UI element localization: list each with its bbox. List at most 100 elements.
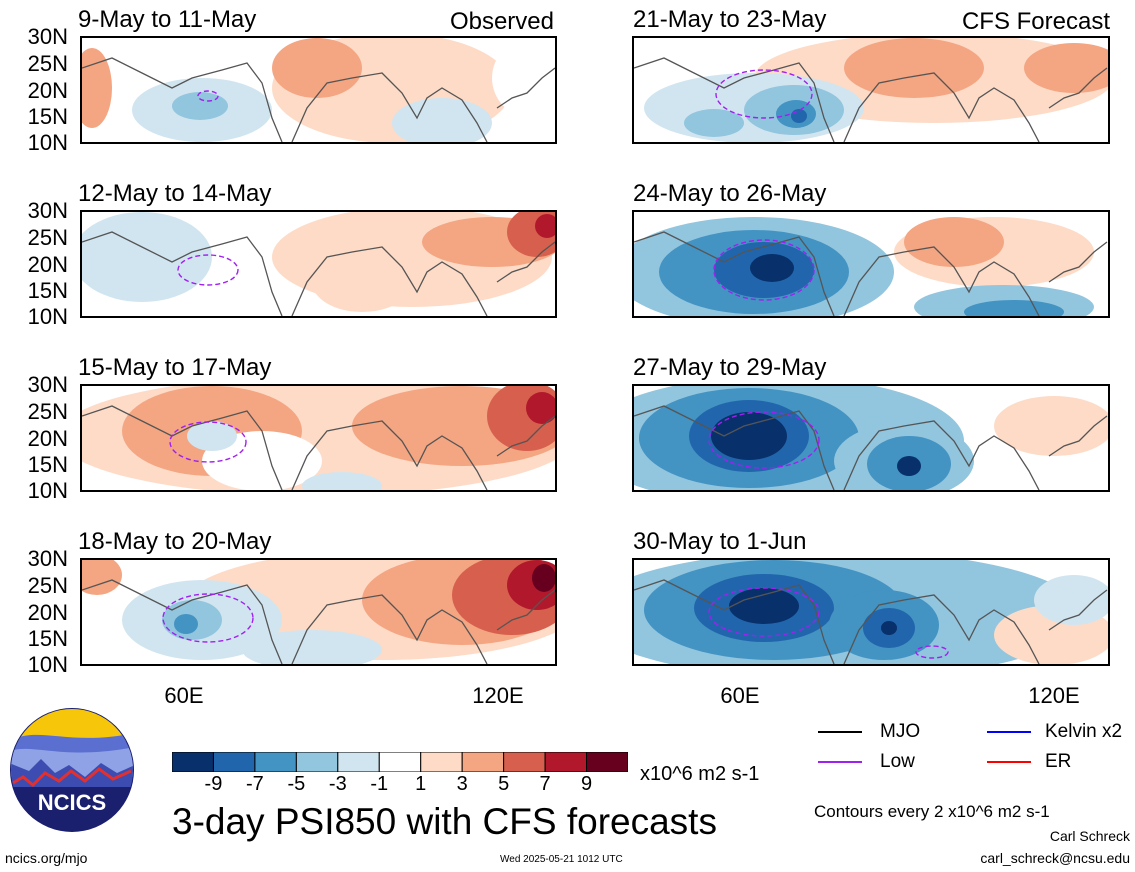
footer-email: carl_schreck@ncsu.edu [980,850,1130,866]
lon-label: 60E [164,683,204,708]
anomaly-field [532,564,555,592]
low-contour [708,587,820,637]
coastline [634,579,1108,664]
lat-label: 20N [27,600,68,625]
coastline [82,579,555,664]
legend-swatch-er [987,761,1031,763]
colorbar-tick-label: -3 [328,773,347,795]
logo-text: NCICS [38,790,106,815]
map-fc2 [632,210,1110,318]
low-contour [177,254,239,286]
colorbar-tick-label: 1 [415,773,427,795]
lat-label: 30N [27,24,68,49]
legend-label-low: Low [880,751,915,772]
low-contour [915,645,949,659]
anomaly-field [750,254,794,282]
panel-title: 12-May to 14-May [78,180,272,207]
anomaly-field [904,217,1004,267]
colorbar-tick-label: -5 [287,773,306,795]
map-fc1 [632,36,1110,144]
legend-swatch-kelvin [987,731,1031,733]
colorbar-swatch [295,751,339,773]
lat-label: 10N [27,304,68,329]
panel-tag: Observed [449,8,554,35]
coastline [634,57,1108,142]
coastline [82,57,555,142]
lat-label: 25N [27,51,68,76]
lat-label: 30N [27,198,68,223]
panel-title: 24-May to 26-May [633,180,827,207]
anomaly-field [272,38,362,98]
colorbar-swatches [171,751,629,773]
anomaly-field [302,472,382,490]
anomaly-field [844,38,984,98]
low-contour [169,421,247,463]
coastline [634,405,1108,490]
lat-label: 15N [27,626,68,651]
colorbar-swatch [378,751,422,773]
colorbar-swatch [212,751,256,773]
anomaly-field [187,421,237,451]
map-fc3 [632,384,1110,492]
anomaly-field [202,431,322,490]
colorbar-units: x10^6 m2 s-1 [640,763,760,785]
legend-swatch-low [818,761,862,763]
colorbar-swatch [544,751,588,773]
map-obs1 [80,36,557,144]
anomaly-field [242,630,382,664]
main-title: 3-day PSI850 with CFS forecasts [172,801,717,842]
lat-label: 20N [27,78,68,103]
colorbar [171,751,629,773]
lon-label: 60E [720,683,760,708]
lat-label: 30N [27,372,68,397]
anomaly-field [492,38,555,118]
lat-label: 15N [27,452,68,477]
coastline [634,231,1108,316]
anomaly-field [82,48,112,128]
colorbar-swatch [586,751,629,773]
colorbar-tick-label: -1 [370,773,389,795]
legend-swatch-mjo [818,731,862,733]
colorbar-tick-label: 9 [580,773,593,795]
footer-url[interactable]: ncics.org/mjo [5,850,88,866]
anomaly-field [964,300,1064,316]
lat-label: 25N [27,399,68,424]
anomaly-field [526,392,555,424]
anomaly-field [881,621,897,635]
ncics-logo: NCICS [9,707,135,833]
anomaly-field [684,109,744,137]
lon-label: 120E [1028,683,1080,708]
anomaly-field [791,109,807,123]
anomaly-field [897,456,921,476]
anomaly-field [174,614,198,634]
colorbar-tick-label: 5 [498,773,510,795]
lat-label: 25N [27,573,68,598]
colorbar-swatch [420,751,463,773]
anomaly-field [729,588,799,624]
panel-title: 9-May to 11-May [78,6,257,33]
panel-title: 27-May to 29-May [633,354,827,381]
footer-author: Carl Schreck [1049,828,1130,844]
lat-label: 10N [27,478,68,503]
lat-label: 10N [27,652,68,677]
panel-title: 15-May to 17-May [78,354,272,381]
contour-note: Contours every 2 x10^6 m2 s-1 [814,802,1050,821]
anomaly-field [392,98,492,142]
lat-label: 25N [27,225,68,250]
anomaly-field [535,214,555,238]
legend-label-er: ER [1045,751,1072,772]
lat-label: 20N [27,252,68,277]
anomaly-field [1034,575,1108,625]
lat-label: 15N [27,278,68,303]
lat-label: 15N [27,104,68,129]
colorbar-swatch [254,751,297,773]
low-contour [715,69,813,119]
coastline [82,231,555,316]
ncics-logo-icon: NCICS [10,708,134,832]
legend-label-kelvin: Kelvin x2 [1045,721,1123,742]
panel-tag: CFS Forecast [961,8,1110,35]
colorbar-tick-label: -9 [204,773,223,795]
low-contour [713,239,815,301]
low-contour [197,90,219,102]
anomaly-field [1024,43,1108,93]
